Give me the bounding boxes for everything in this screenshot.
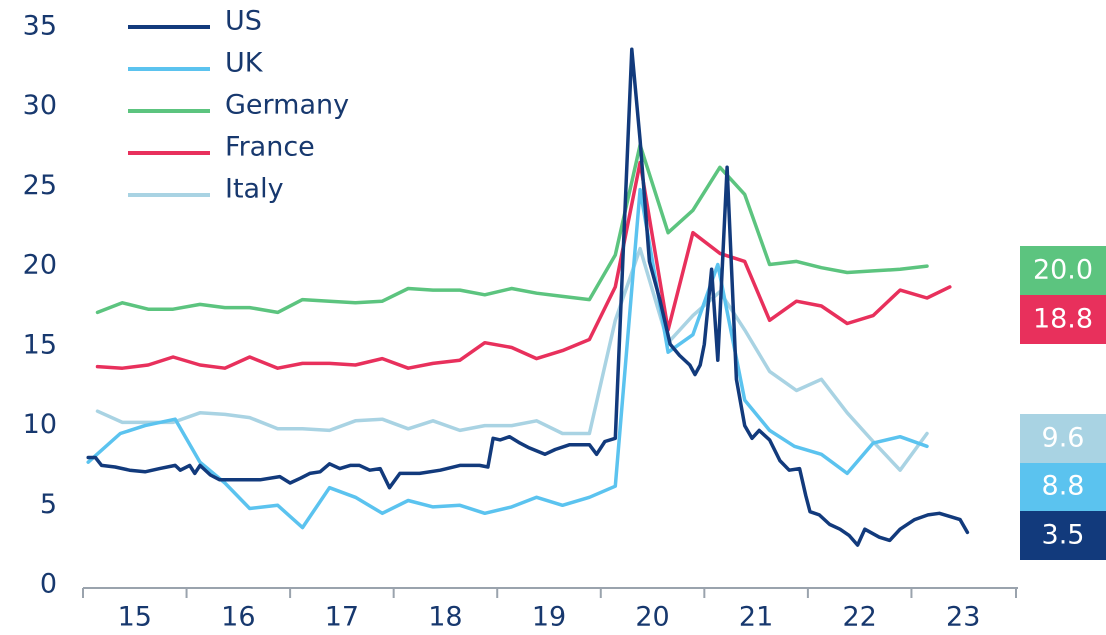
series-line [86, 47, 970, 547]
y-tick-label: 10 [23, 409, 57, 440]
y-tick-label: 30 [23, 90, 57, 121]
legend-label: Italy [225, 174, 284, 205]
series-line [95, 143, 929, 315]
end-box [1020, 511, 1106, 560]
y-tick-label: 35 [23, 11, 57, 42]
end-box [1020, 414, 1106, 463]
x-tick-label: 15 [118, 602, 152, 633]
x-tick-label: 23 [946, 602, 980, 633]
end-box [1020, 295, 1106, 344]
x-tick-label: 22 [842, 602, 876, 633]
y-tick-label: 5 [40, 489, 57, 520]
end-box [1020, 462, 1106, 511]
x-tick-label: 21 [739, 602, 773, 633]
y-tick-label: 0 [40, 569, 57, 600]
y-tick-label: 25 [23, 170, 57, 201]
series-line [95, 246, 929, 472]
end-box [1020, 246, 1106, 295]
x-tick-label: 16 [221, 602, 255, 633]
end-label: 9.6 [1042, 423, 1085, 454]
x-tick-label: 18 [428, 602, 462, 633]
y-tick-label: 15 [23, 329, 57, 360]
legend-label: US [225, 6, 262, 37]
x-tick-label: 19 [532, 602, 566, 633]
series-line [95, 160, 952, 370]
end-label: 20.0 [1033, 255, 1093, 286]
legend-label: Germany [225, 90, 349, 121]
end-label: 18.8 [1033, 304, 1093, 335]
series-line [86, 187, 929, 530]
legend-label: UK [225, 48, 264, 79]
end-label: 3.5 [1042, 520, 1085, 551]
end-label: 8.8 [1042, 471, 1085, 502]
x-tick-label: 20 [635, 602, 669, 633]
x-tick-label: 17 [325, 602, 359, 633]
y-tick-label: 20 [23, 250, 57, 281]
legend-label: France [225, 132, 315, 163]
